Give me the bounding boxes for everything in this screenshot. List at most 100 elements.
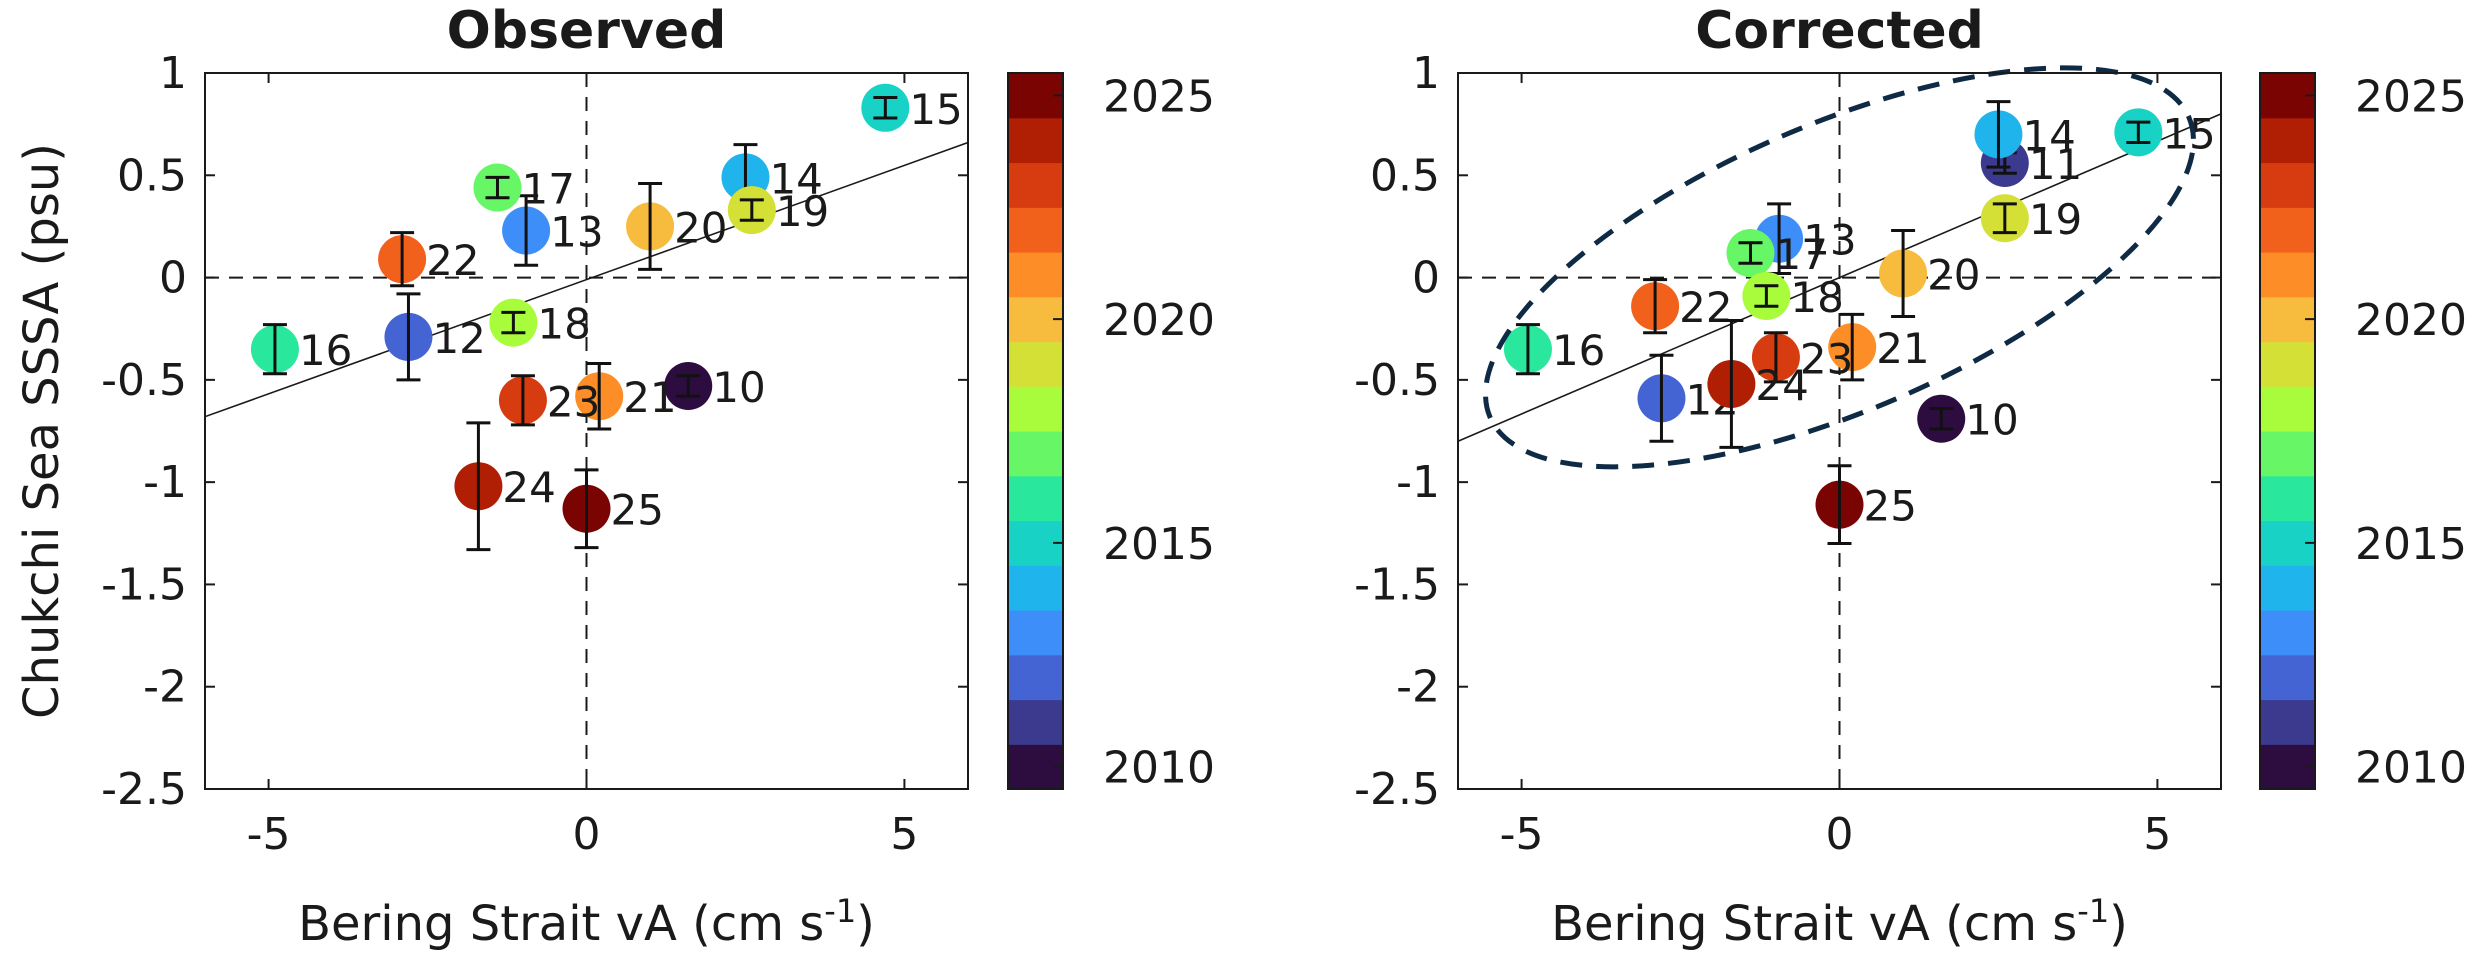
colorbar-swatch	[1008, 475, 1063, 522]
chart-title: Corrected	[1695, 1, 1984, 61]
data-point-20: 20	[1879, 229, 1981, 318]
y-axis-label: Chukchi Sea SSSA (psu)	[14, 143, 70, 719]
colorbar-tick-label: 2025	[1103, 71, 1215, 122]
colorbar-swatch	[1008, 699, 1063, 745]
point-label: 13	[550, 208, 603, 257]
fit-line	[205, 141, 968, 418]
x-tick-label: -5	[247, 809, 291, 860]
x-axis-label: Bering Strait vA (cm s-1)	[298, 892, 875, 952]
y-tick-label: -0.5	[1354, 355, 1440, 406]
point-label: 15	[909, 85, 962, 134]
colorbar-swatch	[2260, 699, 2315, 745]
y-tick-label: 0.5	[1370, 150, 1440, 201]
data-point-13: 13	[502, 194, 604, 267]
y-tick-label: 0.5	[117, 150, 187, 201]
y-tick-label: -2.5	[1354, 764, 1440, 815]
x-axis-label-end: )	[856, 896, 875, 952]
point-label: 23	[547, 377, 600, 426]
data-point-15: 15	[2114, 108, 2216, 158]
data-point-25: 25	[562, 468, 664, 550]
y-tick-label: -1	[1396, 457, 1440, 508]
data-point-24: 24	[454, 421, 556, 552]
point-label: 19	[2029, 195, 2082, 244]
x-axis-label-sup: -1	[824, 892, 856, 930]
data-point-16: 16	[250, 323, 352, 376]
y-tick-label: -1	[143, 457, 187, 508]
chart-title: Observed	[447, 1, 727, 61]
point-label: 18	[537, 300, 590, 349]
colorbar-tick-label: 2015	[1103, 519, 1215, 570]
data-point-25: 25	[1815, 464, 1917, 546]
colorbar-swatch	[2260, 341, 2315, 387]
colorbar-tick-label: 2015	[2355, 519, 2467, 570]
colorbar-swatch	[2260, 162, 2315, 208]
colorbar-tick-label: 2020	[1103, 295, 1215, 346]
x-tick-label: 5	[2143, 809, 2171, 860]
colorbar-swatch	[1008, 117, 1063, 164]
y-tick-label: -2.5	[101, 764, 187, 815]
colorbar-swatch	[1008, 431, 1063, 477]
data-point-23: 23	[1751, 331, 1853, 384]
point-label: 12	[432, 314, 485, 363]
data-point-21: 21	[1828, 312, 1930, 382]
colorbar-swatch	[1008, 565, 1063, 611]
colorbar-swatch	[1008, 386, 1063, 432]
colorbar-swatch	[2260, 565, 2315, 611]
point-label: 13	[1803, 216, 1856, 265]
y-tick-label: -0.5	[101, 355, 187, 406]
point-label: 19	[776, 187, 829, 236]
plot-area	[1458, 73, 2221, 789]
colorbar-swatch	[2260, 386, 2315, 432]
x-tick-label: 0	[573, 809, 601, 860]
point-label: 20	[674, 203, 727, 252]
data-point-18: 18	[489, 298, 591, 349]
point-label: 17	[1774, 230, 1827, 279]
colorbar-swatch	[1008, 162, 1063, 208]
colorbar-swatch	[1008, 654, 1063, 701]
colorbar-swatch	[2260, 610, 2315, 656]
point-label: 22	[1679, 283, 1732, 332]
point-label: 10	[1965, 396, 2018, 445]
data-point-10: 10	[664, 361, 766, 412]
data-point-14: 14	[1974, 100, 2076, 169]
data-point-16: 16	[1503, 323, 1605, 376]
y-tick-label: -2	[143, 662, 187, 713]
colorbar-tick-label: 2010	[1103, 743, 1215, 794]
data-point-10: 10	[1917, 394, 2019, 445]
point-label: 24	[1755, 361, 1808, 410]
colorbar-swatch	[1008, 252, 1063, 298]
colorbar-swatch	[1008, 610, 1063, 656]
x-axis-label-end: )	[2109, 896, 2128, 952]
colorbar-swatch	[2260, 207, 2315, 253]
point-label: 16	[299, 326, 352, 375]
point-label: 20	[1927, 250, 1980, 299]
plot-content	[1458, 113, 2221, 442]
colorbar-swatch	[2260, 475, 2315, 522]
y-tick-label: 1	[159, 48, 187, 99]
colorbar: 2025 2020 2015 2010	[2259, 71, 2467, 794]
colorbar-swatch	[2260, 431, 2315, 477]
y-tick-label: 0	[159, 253, 187, 304]
colorbar-swatch	[2260, 117, 2315, 164]
y-tick-label: -1.5	[101, 559, 187, 610]
x-tick-label: 5	[890, 809, 918, 860]
x-axis-label-sup: -1	[2077, 892, 2109, 930]
data-point-21: 21	[575, 361, 677, 431]
data-point-24: 24	[1707, 319, 1809, 449]
highlight-ellipse	[1483, 65, 2196, 470]
colorbar-tick-label: 2025	[2355, 71, 2467, 122]
colorbar-frame	[1007, 72, 1064, 790]
point-label: 25	[611, 486, 664, 535]
x-tick-label: 0	[1826, 809, 1854, 860]
y-tick-label: -2	[1396, 662, 1440, 713]
colorbar: 2025 2020 2015 2010	[1007, 71, 1215, 794]
point-label: 24	[502, 463, 555, 512]
colorbar-swatch	[1008, 341, 1063, 387]
data-point-18: 18	[1742, 271, 1844, 322]
point-label: 14	[2022, 111, 2075, 160]
point-label: 23	[1800, 334, 1853, 383]
data-point-20: 20	[626, 181, 728, 271]
y-tick-label: 1	[1412, 48, 1440, 99]
point-label: 21	[623, 373, 676, 422]
